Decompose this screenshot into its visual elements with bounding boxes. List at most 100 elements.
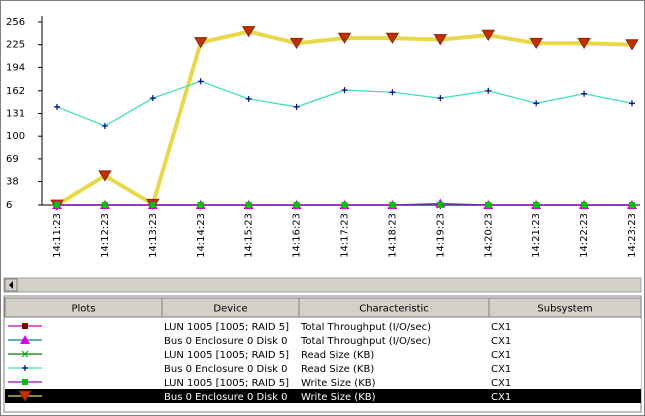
marker (289, 37, 304, 50)
table-cell: Write Size (KB) (301, 392, 376, 403)
marker (149, 95, 156, 102)
marker (341, 202, 348, 208)
table-cell: CX1 (491, 322, 511, 333)
table-row[interactable] (5, 361, 641, 375)
marker (481, 29, 495, 41)
table-cell: Read Size (KB) (301, 350, 374, 361)
marker (101, 122, 108, 129)
marker (433, 34, 448, 46)
column-header-label: Characteristic (359, 304, 429, 315)
table-cell: Total Throughput (I/O/sec) (300, 322, 431, 333)
table-cell: CX1 (491, 378, 511, 389)
table-body: Plots Device Characteristic Subsystem LUN 10… (4, 297, 642, 403)
y-tick-label: 38 (6, 177, 19, 188)
scroll-arrow (9, 281, 13, 289)
marker (149, 202, 156, 208)
table-row[interactable] (5, 347, 641, 361)
marker (629, 202, 635, 208)
table-row[interactable] (5, 333, 641, 347)
legend-glyph (8, 335, 42, 344)
x-tick-label: 14:14:23 (196, 213, 207, 258)
marker (101, 202, 108, 208)
marker (98, 170, 112, 182)
x-tick-label: 14:17:23 (340, 213, 351, 258)
marker (337, 32, 352, 44)
marker (293, 103, 300, 110)
y-tick-label: 256 (6, 17, 25, 28)
y-tick-label: 100 (6, 131, 25, 142)
column-header-label: Subsystem (537, 304, 592, 315)
marker (341, 87, 348, 94)
table-cell: CX1 (491, 392, 511, 403)
marker (533, 100, 540, 107)
marker (577, 37, 591, 50)
marker (437, 95, 444, 102)
x-tick-label: 14:19:23 (435, 213, 446, 258)
marker (54, 103, 60, 110)
table-cell: Total Throughput (I/O/sec) (300, 336, 431, 347)
table-cell: Bus 0 Enclosure 0 Disk 0 (164, 392, 288, 403)
x-tick-label: 14:12:23 (100, 213, 111, 258)
marker (293, 202, 300, 208)
scrollbar[interactable] (3, 277, 642, 293)
legend-marker (20, 335, 30, 344)
y-tick-label: 194 (6, 62, 25, 73)
x-tick-label: 14:20:23 (483, 213, 494, 258)
table-cell: LUN 1005 [1005; RAID 5] (164, 322, 289, 333)
x-tick-label: 14:15:23 (244, 213, 255, 258)
x-tick-label: 14:16:23 (292, 213, 303, 258)
marker (485, 87, 492, 94)
column-header-label: Device (213, 304, 247, 315)
marker (54, 202, 60, 208)
marker (197, 202, 204, 208)
legend-glyph (8, 323, 42, 329)
table-cell: Read Size (KB) (301, 364, 374, 375)
marker (245, 202, 252, 208)
legend-glyph (8, 390, 42, 402)
marker (197, 78, 204, 85)
marker (385, 32, 400, 44)
marker (245, 95, 252, 102)
y-tick-label: 69 (6, 154, 19, 165)
series (54, 202, 635, 208)
y-tick-label: 225 (6, 40, 25, 51)
y-tick-label: 162 (6, 86, 25, 97)
table-cell: Write Size (KB) (301, 378, 376, 389)
marker (194, 37, 208, 49)
table-cell: CX1 (491, 350, 511, 361)
column-header-label: Plots (71, 304, 95, 315)
marker (437, 202, 444, 208)
legend-marker (21, 350, 29, 358)
x-tick-label: 14:13:23 (148, 213, 159, 258)
legend-marker (22, 365, 28, 371)
selected-row[interactable] (5, 389, 641, 403)
x-tick-label: 14:11:23 (52, 213, 63, 258)
marker (529, 37, 543, 50)
marker (241, 26, 256, 38)
marker (389, 89, 396, 96)
legend-marker (22, 323, 28, 329)
table-row[interactable] (5, 375, 641, 389)
x-tick-label: 14:23:23 (627, 213, 638, 258)
x-tick-label: 14:18:23 (387, 213, 398, 258)
marker (533, 202, 540, 208)
legend-marker (22, 379, 28, 385)
marker (485, 202, 492, 208)
table-cell: Bus 0 Enclosure 0 Disk 0 (164, 336, 288, 347)
x-tick-label: 14:21:23 (531, 213, 542, 258)
legend-marker (18, 390, 32, 402)
column-header[interactable] (488, 297, 642, 318)
y-tick-label: 6 (6, 200, 12, 211)
table-cell: LUN 1005 [1005; RAID 5] (164, 350, 289, 361)
y-tick-label: 131 (6, 109, 25, 120)
marker (581, 90, 588, 97)
table-cell: LUN 1005 [1005; RAID 5] (164, 378, 289, 389)
marker (581, 202, 588, 208)
table-row[interactable] (5, 319, 641, 333)
table-cell: Bus 0 Enclosure 0 Disk 0 (164, 364, 288, 375)
table-cell: CX1 (491, 336, 511, 347)
x-tick-label: 14:22:23 (579, 213, 590, 258)
plot: 6 38 69 100 131 162 194 225 256 14:11:23 14:12:23 1… (6, 16, 640, 258)
marker (625, 39, 639, 51)
